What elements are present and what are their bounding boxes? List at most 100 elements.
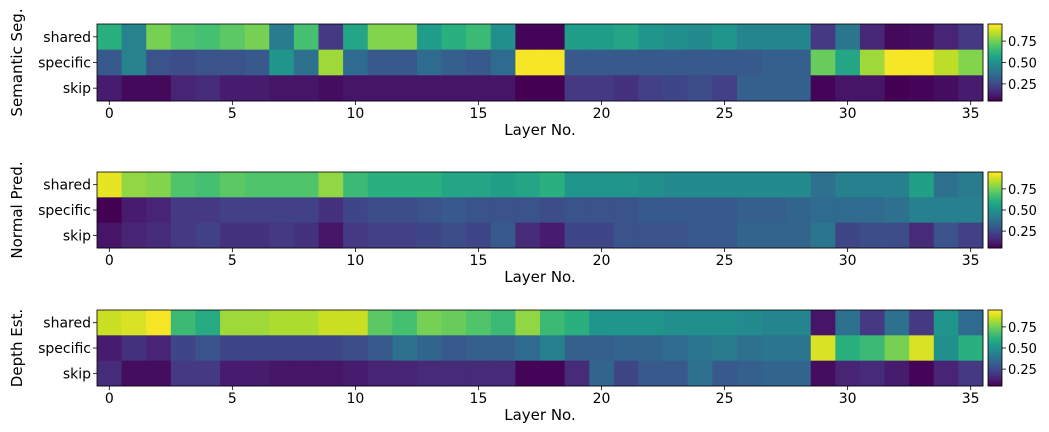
heatmap-cell	[269, 24, 295, 51]
heatmap-cell	[933, 335, 959, 362]
heatmap-cell	[589, 172, 615, 198]
heatmap-cell	[786, 75, 812, 102]
colorbar-segment	[988, 77, 1002, 80]
heatmap-cell	[638, 197, 664, 224]
heatmap-cell	[540, 360, 566, 387]
heatmap-cell	[170, 172, 196, 198]
heatmap-cell	[736, 197, 762, 224]
heatmap-cell	[835, 75, 861, 102]
colorbar-segment	[988, 65, 1002, 67]
heatmap-cell	[786, 197, 812, 224]
heatmap-cell	[367, 172, 393, 198]
x-tick-label: 20	[593, 391, 611, 407]
colorbar-segment	[988, 335, 1002, 338]
heatmap-cell	[343, 360, 369, 387]
heatmap-cell	[835, 197, 861, 224]
colorbar-segment	[988, 83, 1002, 85]
colorbar-segment	[988, 360, 1002, 363]
colorbar-segment	[988, 350, 1002, 353]
colorbar-segment	[988, 192, 1002, 195]
heatmap-cell	[392, 75, 418, 102]
heatmap-cell	[170, 197, 196, 224]
heatmap-cell	[761, 49, 787, 76]
colorbar-segment	[988, 204, 1002, 207]
colorbar-segment	[988, 345, 1002, 348]
colorbar-segment	[988, 368, 1002, 371]
heatmap-cell	[712, 222, 738, 249]
colorbar-segment	[988, 375, 1002, 378]
colorbar-segment	[988, 355, 1002, 358]
colorbar-segment	[988, 32, 1002, 35]
heatmap-cell	[958, 197, 984, 224]
heatmap-cell	[318, 360, 344, 387]
heatmap-cell	[441, 197, 467, 224]
colorbar-segment	[988, 72, 1002, 75]
heatmap-cell	[564, 75, 590, 102]
heatmap-cell	[367, 24, 393, 51]
colorbar-segment	[988, 317, 1002, 320]
heatmap-cell	[121, 222, 147, 249]
heatmap-cell	[416, 49, 442, 76]
colorbar-segment	[988, 344, 1002, 346]
heatmap-cell	[466, 310, 492, 336]
heatmap-cell	[97, 360, 123, 387]
colorbar-segment	[988, 339, 1002, 341]
colorbar-segment	[988, 29, 1002, 31]
heatmap-cell	[663, 197, 689, 224]
heatmap-cell	[810, 310, 836, 336]
colorbar-segment	[988, 80, 1002, 83]
heatmap-cell	[958, 24, 984, 51]
colorbar-segment	[988, 88, 1002, 90]
heatmap-cell	[736, 222, 762, 249]
colorbar-segment	[988, 89, 1002, 92]
colorbar-segment	[988, 354, 1002, 357]
heatmap-cell	[146, 335, 172, 362]
heatmap-cell	[220, 24, 246, 51]
heatmap-cell	[958, 335, 984, 362]
heatmap-cell	[859, 75, 885, 102]
colorbar-tick-label: 0.50	[1008, 57, 1037, 72]
heatmap-cell	[540, 335, 566, 362]
heatmap-cell	[589, 222, 615, 249]
heatmap-cell	[810, 49, 836, 76]
heatmap-cell	[146, 360, 172, 387]
heatmap-cell	[195, 360, 221, 387]
colorbar-segment	[988, 173, 1002, 176]
heatmap-cell	[121, 197, 147, 224]
heatmap-cell	[786, 310, 812, 336]
colorbar-segment	[988, 241, 1002, 244]
colorbar-segment	[988, 353, 1002, 355]
heatmap-cell	[884, 24, 910, 51]
heatmap-cell	[884, 222, 910, 249]
heatmap-cell	[293, 222, 319, 249]
colorbar-segment	[988, 94, 1002, 97]
heatmap-cell	[564, 49, 590, 76]
heatmap-cell	[663, 360, 689, 387]
heatmap-cell	[515, 335, 541, 362]
heatmap-cell	[121, 75, 147, 102]
heatmap-cell	[441, 24, 467, 51]
colorbar-segment	[988, 75, 1002, 78]
heatmap-cell	[293, 24, 319, 51]
heatmap-cell	[663, 24, 689, 51]
colorbar-segment	[988, 222, 1002, 225]
heatmap-cell	[244, 24, 270, 51]
heatmap-cell	[613, 222, 639, 249]
colorbar-segment	[988, 311, 1002, 314]
row-label-skip: skip	[63, 81, 91, 97]
colorbar-segment	[988, 85, 1002, 88]
colorbar-segment	[988, 81, 1002, 84]
colorbar-segment	[988, 216, 1002, 219]
heatmap-cell	[220, 75, 246, 102]
colorbar-segment	[988, 53, 1002, 56]
heatmap-cell	[761, 222, 787, 249]
heatmap-cell	[97, 222, 123, 249]
colorbar-segment	[988, 50, 1002, 53]
heatmap-cell	[466, 222, 492, 249]
heatmap-cell	[810, 197, 836, 224]
heatmap-cell	[909, 75, 935, 102]
heatmap-cell	[712, 49, 738, 76]
heatmap-cell	[687, 75, 713, 102]
heatmap-cell	[490, 360, 516, 387]
heatmap-cell	[441, 222, 467, 249]
